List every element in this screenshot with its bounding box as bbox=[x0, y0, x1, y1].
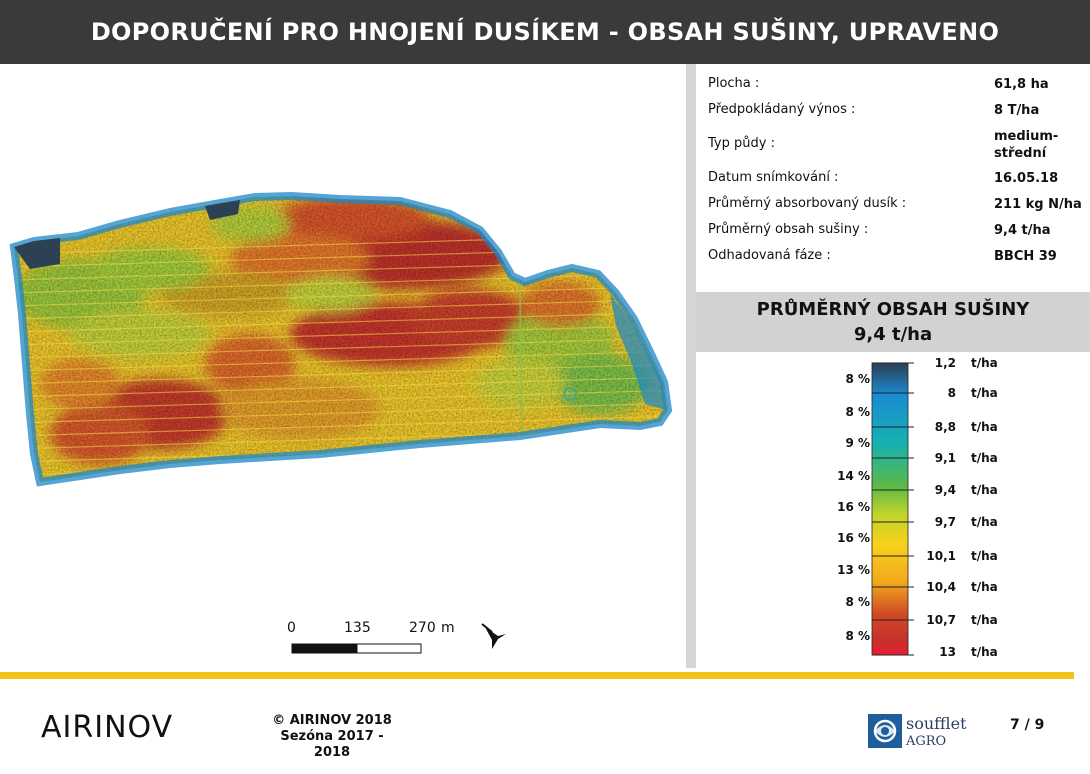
average-value: 9,4 t/ha bbox=[853, 324, 933, 345]
legend-unit-label: t/ha bbox=[971, 451, 998, 465]
legend-percent-label: 8 % bbox=[845, 372, 870, 386]
legend-unit-label: t/ha bbox=[971, 549, 998, 563]
soufflet-name: soufflet bbox=[906, 714, 967, 733]
legend-percent-label: 8 % bbox=[845, 405, 870, 419]
north-arrow-icon bbox=[481, 623, 506, 649]
page-number: 7 / 9 bbox=[1010, 717, 1045, 733]
legend-unit-label: t/ha bbox=[971, 420, 998, 434]
field-map-canvas bbox=[9, 191, 673, 654]
info-value: BBCH 39 bbox=[994, 249, 1057, 264]
legend-percent-label: 14 % bbox=[837, 469, 870, 483]
field-map: 0 135 270 m bbox=[0, 64, 686, 668]
copyright-text: © AIRINOV 2018 bbox=[272, 713, 392, 728]
scale-bar bbox=[291, 643, 422, 654]
legend-percent-label: 13 % bbox=[837, 563, 870, 577]
legend-value-label: 10,4 bbox=[926, 580, 956, 594]
legend-value-label: 9,7 bbox=[934, 515, 956, 529]
scale-label-270: 270 bbox=[409, 620, 436, 636]
legend-value-label: 13 bbox=[939, 645, 956, 659]
scale-label-0: 0 bbox=[287, 620, 296, 636]
legend-value-label: 10,7 bbox=[926, 613, 956, 627]
legend-percent-label: 8 % bbox=[845, 629, 870, 643]
panel-divider bbox=[686, 64, 696, 668]
legend-unit-label: t/ha bbox=[971, 613, 998, 627]
airinov-logo: AIRINOV bbox=[41, 710, 174, 745]
legend-value-label: 1,2 bbox=[934, 356, 956, 370]
season-text: Sezóna 2017 - 2018 bbox=[280, 729, 384, 760]
info-value: 61,8 ha bbox=[994, 77, 1049, 92]
legend-value-label: 8 bbox=[947, 386, 956, 400]
legend-value-label: 8,8 bbox=[934, 420, 956, 434]
soufflet-sub: AGRO bbox=[906, 734, 947, 749]
legend-percent-label: 8 % bbox=[845, 595, 870, 609]
copyright-block: © AIRINOV 2018 Sezóna 2017 - 2018 bbox=[262, 713, 402, 761]
info-value: 8 T/ha bbox=[994, 103, 1040, 118]
info-value: 16.05.18 bbox=[994, 171, 1059, 186]
scale-label-135: 135 bbox=[344, 620, 371, 636]
info-label: Datum snímkování : bbox=[708, 170, 839, 185]
footer: AIRINOV © AIRINOV 2018 Sezóna 2017 - 201… bbox=[0, 680, 1090, 774]
info-value: 211 kg N/ha bbox=[994, 197, 1082, 212]
info-label: Plocha : bbox=[708, 76, 760, 91]
average-box: PRŮMĚRNÝ OBSAH SUŠINY 9,4 t/ha bbox=[696, 292, 1090, 352]
legend-value-label: 9,1 bbox=[934, 451, 956, 465]
legend-unit-label: t/ha bbox=[971, 645, 998, 659]
scale-unit: m bbox=[441, 620, 455, 636]
legend-unit-label: t/ha bbox=[971, 356, 998, 370]
info-value: 9,4 t/ha bbox=[994, 223, 1051, 238]
info-label: Odhadovaná fáze : bbox=[708, 248, 831, 263]
soufflet-emblem-icon bbox=[868, 714, 902, 748]
info-value: medium- střední bbox=[994, 129, 1059, 161]
legend-unit-label: t/ha bbox=[971, 386, 998, 400]
legend-value-label: 9,4 bbox=[934, 483, 956, 497]
info-label: Předpokládaný výnos : bbox=[708, 102, 856, 117]
info-label: Průměrný obsah sušiny : bbox=[708, 222, 869, 237]
field-info-panel: Plocha : 61,8 ha Předpokládaný výnos : 8… bbox=[696, 64, 1090, 292]
legend-percent-label: 16 % bbox=[837, 500, 870, 514]
legend-unit-label: t/ha bbox=[971, 580, 998, 594]
legend-unit-label: t/ha bbox=[971, 515, 998, 529]
legend-percent-label: 9 % bbox=[845, 436, 870, 450]
info-label: Průměrný absorbovaný dusík : bbox=[708, 196, 907, 211]
legend-colorbar bbox=[871, 362, 914, 656]
footer-rule bbox=[0, 672, 1074, 679]
soufflet-agro-logo: soufflet AGRO bbox=[868, 712, 978, 752]
average-title: PRŮMĚRNÝ OBSAH SUŠINY bbox=[756, 299, 1030, 320]
legend: 1,2 t/ha 8 t/ha 8,8 t/ha 9,1 t/ha 9,4 t/ha 9,7 t/ha… bbox=[696, 352, 1090, 668]
page-title: DOPORUČENÍ PRO HNOJENÍ DUSÍKEM - OBSAH S… bbox=[0, 0, 1090, 64]
legend-value-label: 10,1 bbox=[926, 549, 956, 563]
legend-percent-label: 16 % bbox=[837, 531, 870, 545]
info-label: Typ půdy : bbox=[708, 136, 775, 151]
legend-unit-label: t/ha bbox=[971, 483, 998, 497]
